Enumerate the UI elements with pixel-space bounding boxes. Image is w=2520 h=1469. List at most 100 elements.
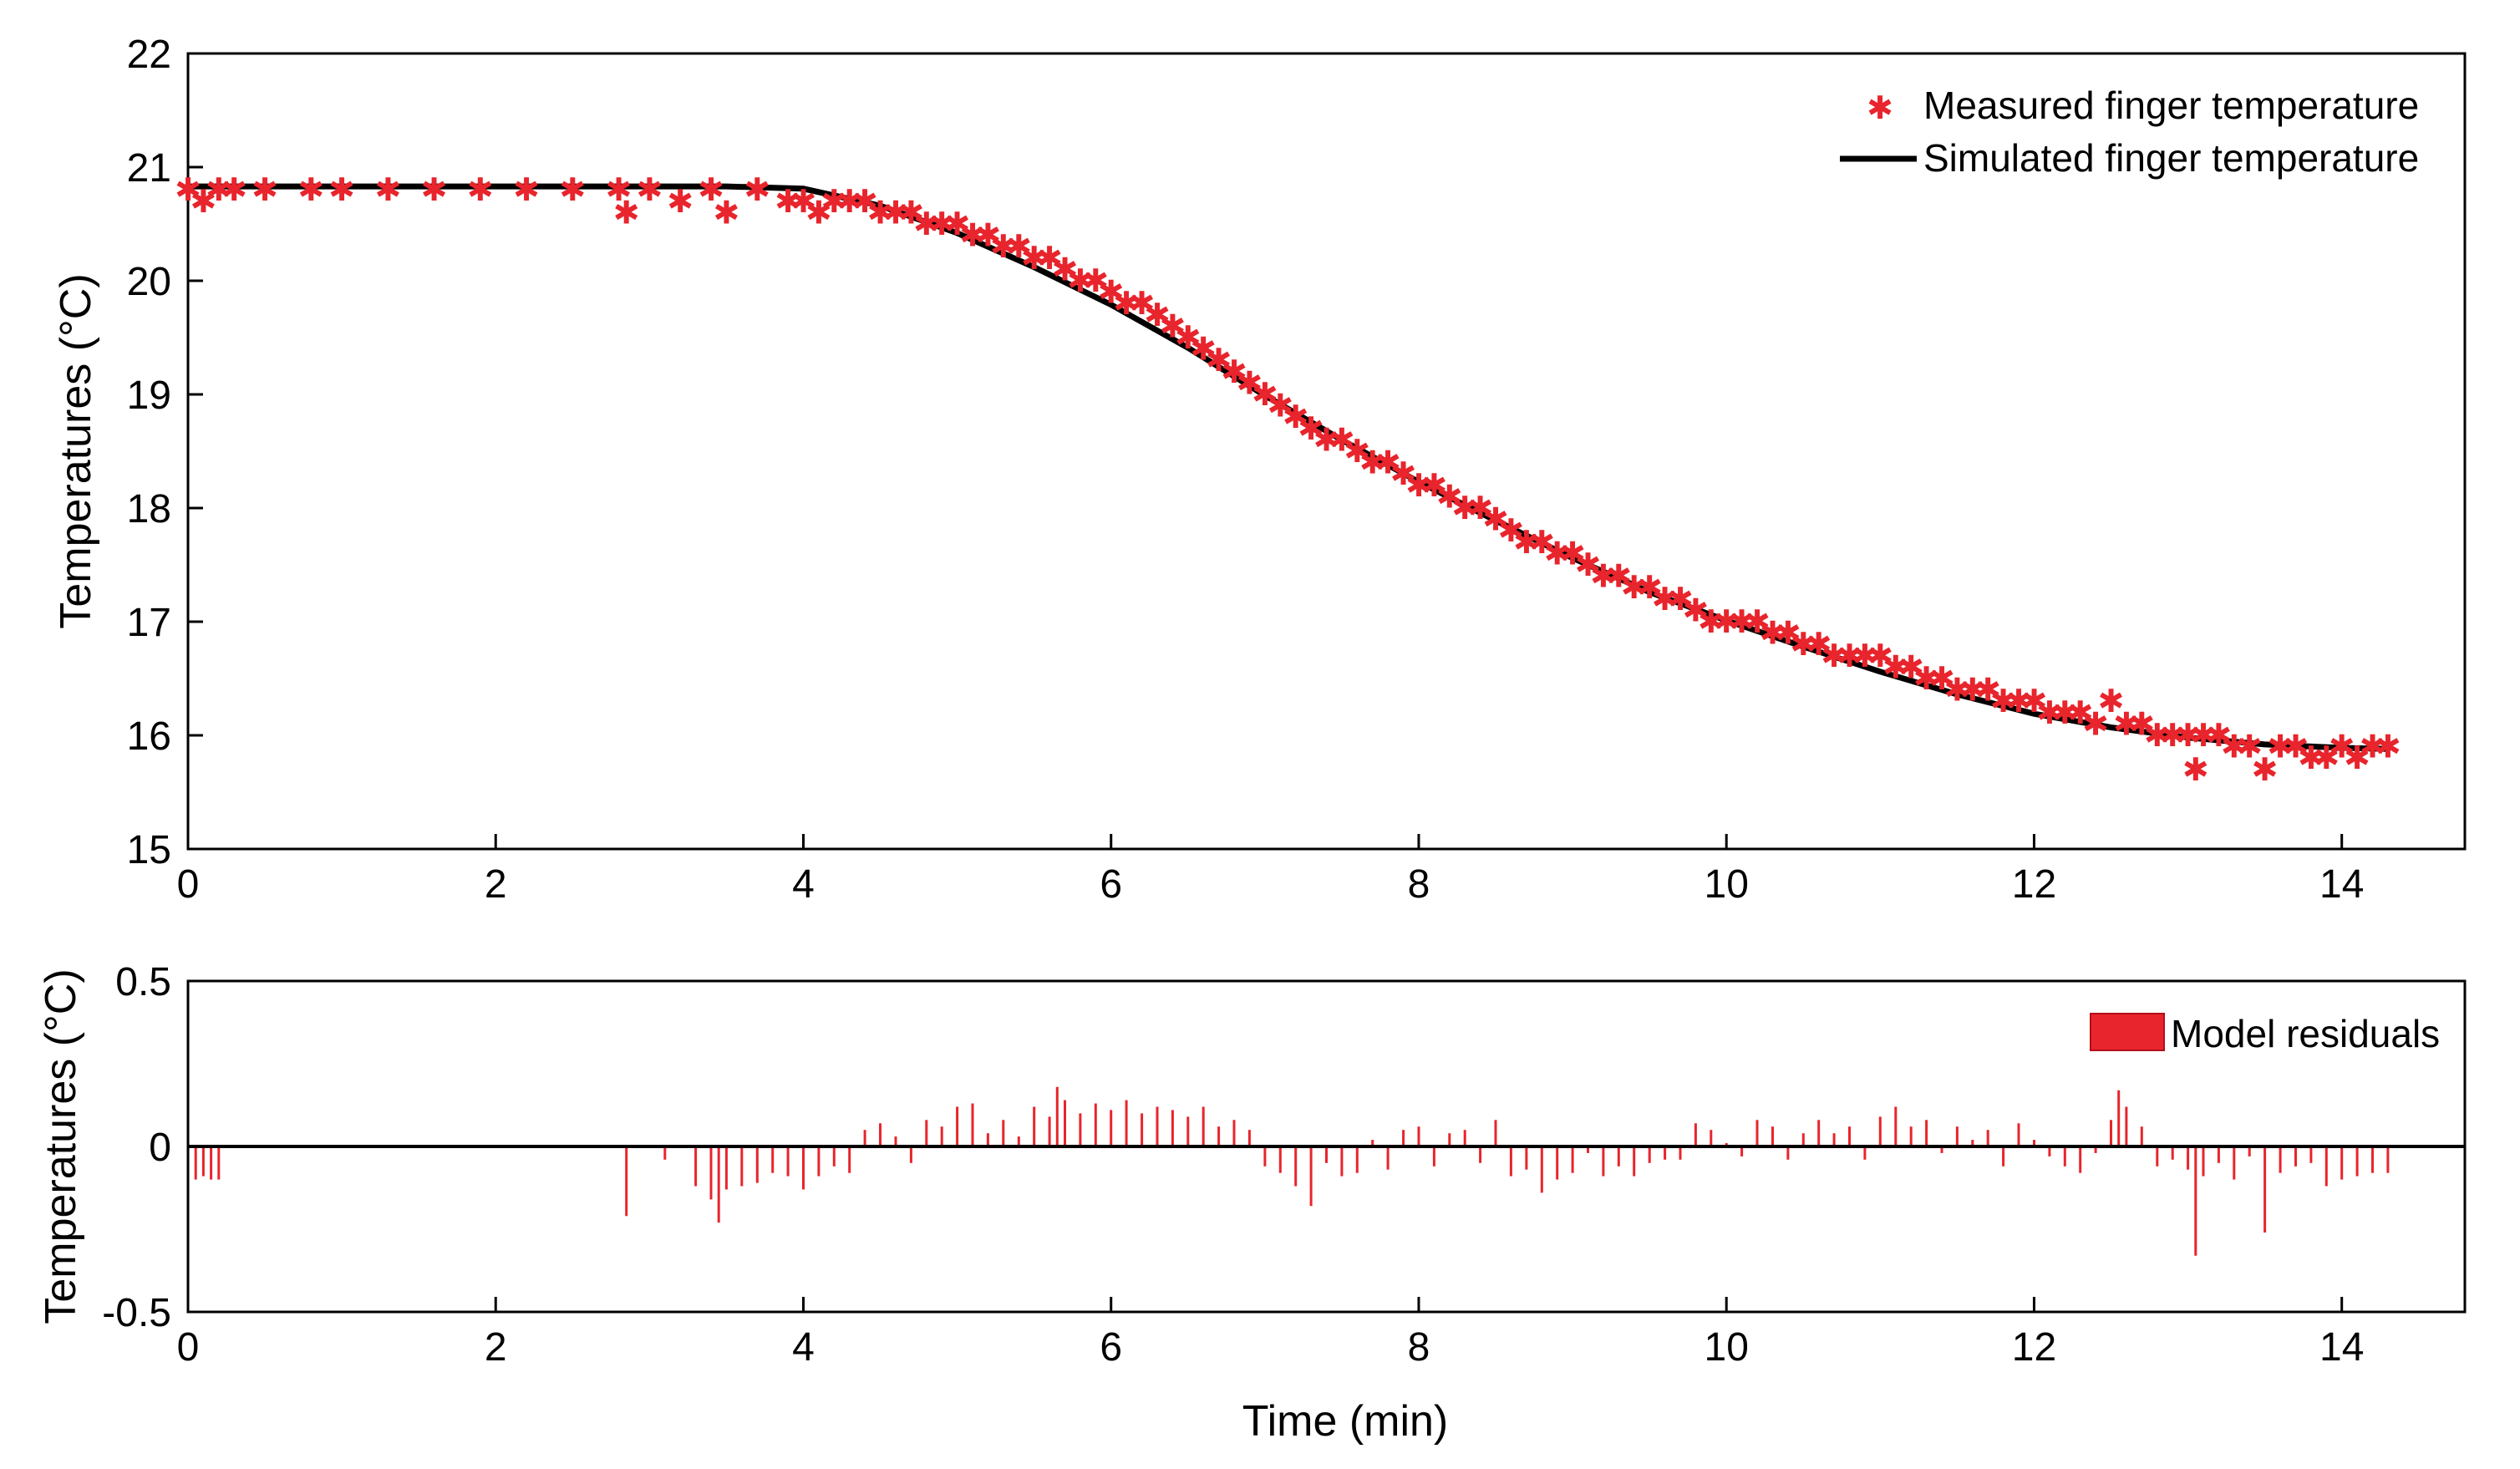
measured-point: ✱ [1590,558,1617,595]
measured-point: ✱ [821,183,847,220]
bottom-x-tick-label: 0 [177,1325,200,1370]
measured-point: ✱ [1775,615,1801,652]
measured-point: ✱ [1052,251,1079,287]
measured-point: ✱ [2375,729,2401,765]
measured-point: ✱ [1882,648,1909,685]
measured-point: ✱ [2205,717,2232,754]
simulated-series [188,183,2388,752]
measured-point: ✱ [2252,751,2279,788]
top-x-tick-label: 14 [2319,862,2364,907]
measured-point: ✱ [1867,638,1893,674]
measured-point: ✱ [1252,376,1278,413]
measured-point: ✱ [1283,399,1309,435]
residual-series [194,1086,2390,1256]
measured-point: ✱ [613,194,640,231]
measured-point: ✱ [1806,626,1832,663]
measured-point: ✱ [1943,672,1970,709]
measured-point: ✱ [2082,705,2109,742]
measured-point: ✱ [1451,490,1478,526]
measured-point: ✱ [1021,240,1048,277]
measured-point: ✱ [974,217,1001,254]
top-legend: ✱ Measured finger temperature Simulated … [1840,84,2419,180]
legend-simulated-label: Simulated finger temperature [1923,136,2419,180]
measured-point: ✱ [1990,683,2017,719]
measured-point: ✱ [1667,581,1694,618]
measured-point: ✱ [2159,717,2186,754]
top-y-tick-label: 20 [127,260,171,304]
bottom-y-tick-label: 0 [149,1126,171,1170]
measured-point: ✱ [1682,592,1709,628]
measured-point: ✱ [2128,705,2155,742]
top-plot-frame [186,52,2467,851]
measured-point: ✱ [959,217,986,254]
measured-point: ✱ [1298,410,1324,447]
measured-point: ✱ [1636,569,1663,606]
top-y-tick-label: 16 [127,714,171,759]
measured-point: ✱ [1082,262,1109,299]
measured-point: ✱ [1729,603,1755,640]
measured-point: ✱ [297,171,324,208]
top-y-tick-label: 22 [127,33,171,77]
measured-point: ✱ [328,171,355,208]
top-x-tick-label: 4 [792,862,815,907]
measured-point: ✱ [2190,717,2217,754]
measured-point: ✱ [1159,308,1186,344]
top-y-tick-label: 17 [127,601,171,645]
measured-point: ✱ [251,171,278,208]
measured-point: ✱ [775,183,801,220]
measured-point: ✱ [2051,694,2078,731]
measured-point: ✱ [374,171,401,208]
measured-point: ✱ [1652,581,1679,618]
measured-point: ✱ [559,171,586,208]
bottom-y-tick-label: -0.5 [102,1291,171,1335]
measured-point: ✱ [790,183,817,220]
simulated-line [188,183,2388,752]
measured-point: ✱ [2313,740,2340,776]
measured-point: ✱ [1098,274,1125,311]
measured-point: ✱ [1405,467,1432,504]
measured-point: ✱ [1420,467,1447,504]
top-y-tick-label: 19 [127,374,171,418]
measured-point: ✱ [1513,524,1540,561]
measured-point: ✱ [1067,262,1094,299]
measured-point: ✱ [636,171,663,208]
bottom-x-tick-label: 10 [1705,1325,1749,1370]
bottom-x-tick-label: 2 [485,1325,507,1370]
measured-point: ✱ [1313,421,1340,458]
measured-point: ✱ [1621,569,1648,606]
measured-point: ✱ [1713,603,1740,640]
measured-point: ✱ [667,183,694,220]
measured-point: ✱ [836,183,863,220]
bottom-ticks: 0 2 4 6 8 10 12 14-0.500.5 [102,960,2364,1370]
measured-point: ✱ [1790,626,1816,663]
measured-point: ✱ [1467,490,1494,526]
top-x-tick-label: 8 [1408,862,1430,907]
measured-point: ✱ [1129,285,1156,322]
measured-point: ✱ [1528,524,1555,561]
measured-point: ✱ [2113,705,2140,742]
top-y-tick-label: 15 [127,828,171,872]
measured-point: ✱ [1390,455,1417,492]
measured-point: ✱ [1344,433,1370,470]
measured-point: ✱ [606,171,633,208]
measured-point: ✱ [2175,717,2202,754]
top-x-tick-label: 2 [485,862,507,907]
top-x-tick-label: 0 [177,862,200,907]
bottom-x-tick-label: 8 [1408,1325,1430,1370]
measured-point: ✱ [1698,603,1725,640]
measured-point: ✱ [1267,388,1293,424]
measured-point: ✱ [2236,729,2263,765]
top-ticks: 0 2 4 6 8 10 12 14 15 16 17 18 19 20 21 22 [127,33,2365,907]
legend-residuals-label: Model residuals [2171,1012,2440,1055]
measured-point: ✱ [1206,342,1232,379]
measured-point: ✱ [2098,683,2125,719]
legend-measured-label: Measured finger temperature [1923,84,2419,127]
measured-point: ✱ [2144,717,2171,754]
measured-series: ✱✱✱✱ ✱ ✱ ✱ ✱ ✱ ✱ ✱ ✱ ✱✱✱ ✱ ✱✱✱ ✱✱✱✱✱✱✱✱✱✱✱✱✱✱✱✱✱✱✱✱✱… [175,171,2401,788]
measured-point: ✱ [744,171,770,208]
measured-point: ✱ [1575,546,1602,583]
measured-point: ✱ [1036,240,1063,277]
measured-point: ✱ [2221,729,2248,765]
